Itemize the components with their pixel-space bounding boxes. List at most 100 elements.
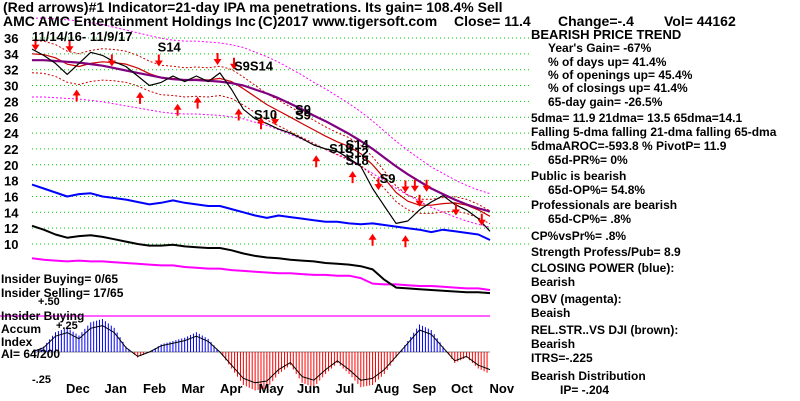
buy-arrow bbox=[234, 108, 243, 121]
pct-days-up: % of days up= 41.4% bbox=[548, 55, 667, 69]
month-label: Aug bbox=[374, 381, 399, 396]
years-gain: Year's Gain= -67% bbox=[548, 41, 652, 55]
month-label: Jun bbox=[297, 381, 320, 396]
sell-arrow bbox=[422, 179, 431, 192]
pct-closings-up: % of closings up= 41.4% bbox=[548, 81, 688, 95]
sell-arrow bbox=[229, 57, 238, 70]
signal-label: S18 bbox=[346, 153, 369, 168]
pct-openings-up: % of openings up= 45.4% bbox=[548, 68, 693, 82]
header-indicator-line: (Red arrows)#1 Indicator=21-day IPA ma p… bbox=[3, 0, 503, 15]
obv-line bbox=[31, 257, 491, 291]
signal-label: S9S14 bbox=[234, 58, 274, 73]
relstr-line bbox=[31, 224, 491, 295]
sell-arrow bbox=[415, 194, 424, 207]
buy-arrow bbox=[136, 91, 145, 104]
sell-arrow bbox=[65, 40, 74, 53]
date-range: 11/14/16- 11/9/17 bbox=[32, 29, 133, 44]
month-label: Jan bbox=[105, 381, 127, 396]
insider-buying: Insider Buying= 0/65 bbox=[1, 272, 119, 286]
ma-values: 5dma= 11.9 21dma= 13.5 65dma=14.1 bbox=[531, 111, 743, 125]
ma-65-line bbox=[32, 59, 491, 213]
month-label: Feb bbox=[143, 381, 166, 396]
y-tick-label: 26 bbox=[4, 110, 18, 125]
y-tick-label: 28 bbox=[4, 94, 18, 109]
accum-ma-line bbox=[31, 325, 491, 384]
relstr-value: Bearish bbox=[531, 337, 576, 351]
signal-label: S14 bbox=[158, 39, 182, 54]
upper-ma-band bbox=[31, 39, 491, 212]
buy-arrow bbox=[348, 171, 357, 184]
y-tick-label: 16 bbox=[4, 189, 18, 204]
signal-label: S12 bbox=[346, 145, 369, 160]
aroc-pivot: 5dmaAROC=-593.8 % PivotP= 11.9 bbox=[531, 139, 727, 153]
month-label: Jul bbox=[336, 381, 355, 396]
month-label: Oct bbox=[451, 381, 473, 396]
month-label: May bbox=[259, 381, 285, 396]
header-copyright: (C)2017 www.tigersoft.com bbox=[258, 13, 438, 29]
signal-label: S10 bbox=[254, 107, 277, 122]
lower-ma-band bbox=[31, 72, 491, 225]
y-tick-label: 30 bbox=[4, 79, 18, 94]
sell-arrow bbox=[107, 54, 116, 67]
signal-label: S9 bbox=[295, 108, 311, 123]
sell-arrow bbox=[154, 54, 163, 67]
sell-arrow bbox=[31, 38, 40, 51]
professionals-status: Professionals are bearish bbox=[531, 198, 678, 212]
y-tick-label: 36 bbox=[4, 31, 18, 46]
signal-label: S9 bbox=[295, 102, 311, 117]
sell-arrow bbox=[213, 52, 222, 65]
ma-trend: Falling 5-dma falling 21-dma falling 65-… bbox=[531, 125, 777, 139]
insider-selling: Insider Selling= 17/65 bbox=[1, 286, 124, 300]
header-ticker: AMC bbox=[3, 13, 35, 29]
buy-arrow bbox=[368, 233, 377, 246]
header-close: Close= 11.4 bbox=[454, 13, 531, 29]
ai-value: AI= 64/200 bbox=[1, 347, 61, 361]
closing-power-line bbox=[31, 183, 491, 241]
sell-arrow bbox=[374, 178, 383, 191]
month-label: Apr bbox=[220, 381, 242, 396]
public-status: Public is bearish bbox=[531, 169, 627, 183]
sell-arrow bbox=[401, 180, 410, 193]
lower-band bbox=[32, 96, 491, 228]
upper-band bbox=[32, 17, 491, 195]
y-tick-label: 14 bbox=[4, 205, 19, 220]
month-label: Mar bbox=[182, 381, 205, 396]
sell-arrow bbox=[271, 113, 280, 126]
relstr-label: REL.STR..VS DJI (brown): bbox=[531, 323, 679, 337]
cp-65d: 65d-CP%= .8% bbox=[548, 212, 632, 226]
month-label: Nov bbox=[490, 381, 515, 396]
cp-vs-pr: CP%vsPr%= .8% bbox=[531, 229, 627, 243]
buy-arrow bbox=[257, 117, 265, 130]
obv-value: Beaish bbox=[531, 306, 571, 320]
trend-title: BEARISH PRICE TREND bbox=[531, 27, 682, 42]
y-tick-label: 10 bbox=[4, 237, 18, 252]
pr-65d: 65d-PR%= 0% bbox=[548, 153, 628, 167]
y-tick-label: 12 bbox=[4, 221, 18, 236]
sell-arrow bbox=[410, 179, 419, 192]
sell-arrow bbox=[477, 213, 486, 226]
itrs: ITRS=-.225 bbox=[531, 351, 593, 365]
op-65d: 65d-OP%= 54.8% bbox=[548, 183, 646, 197]
plus50-label: +.50 bbox=[38, 296, 60, 308]
y-tick-label: 24 bbox=[4, 126, 19, 141]
index-label: Index bbox=[1, 335, 33, 349]
header-change: Change=-.4 bbox=[558, 13, 634, 29]
ip-value: IP= -.204 bbox=[560, 383, 610, 397]
signal-label: S18 bbox=[329, 141, 352, 156]
plus25-label: +.25 bbox=[56, 320, 78, 332]
buy-arrow bbox=[173, 103, 182, 116]
signal-label: S14 bbox=[346, 137, 370, 152]
sell-arrow bbox=[451, 203, 460, 216]
accum-label: Accum bbox=[1, 322, 42, 336]
gain-65day: 65-day gain= -26.5% bbox=[548, 95, 663, 109]
month-label: Dec bbox=[66, 381, 90, 396]
strength: Strength Profess/Pub= 8.9 bbox=[531, 245, 681, 259]
buy-arrow bbox=[312, 155, 321, 168]
ma-21-line bbox=[31, 53, 491, 217]
closing-power-value: Bearish bbox=[531, 275, 576, 289]
month-label: Sep bbox=[413, 381, 437, 396]
buy-arrow bbox=[72, 89, 81, 102]
buy-arrow bbox=[401, 235, 410, 248]
